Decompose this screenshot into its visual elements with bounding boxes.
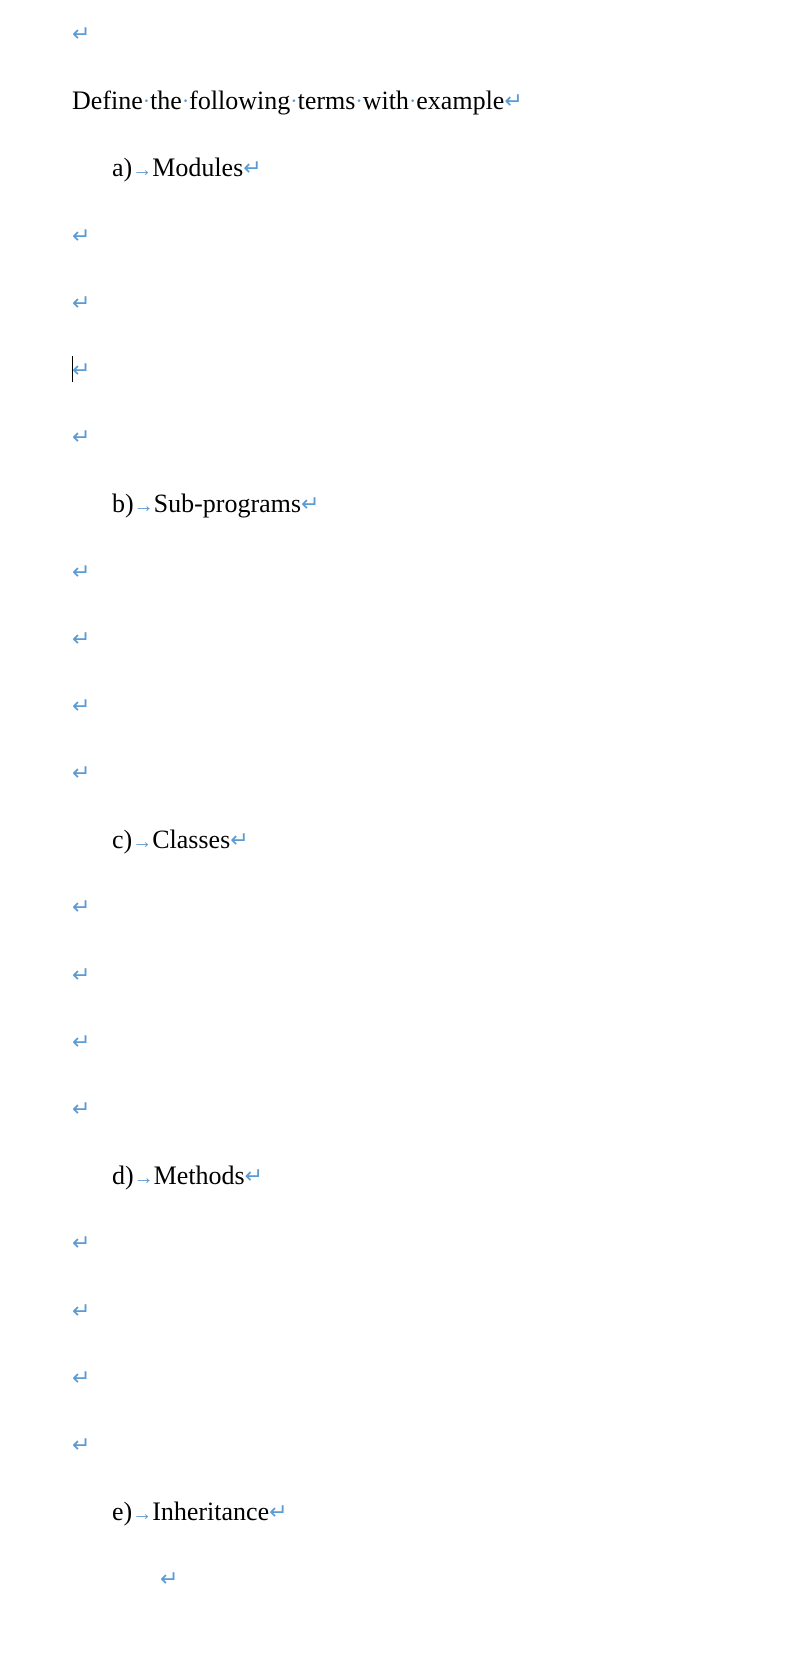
document-page: ↵ Define·the·following·terms·with·exampl… (0, 0, 800, 1653)
paragraph-empty: ↵ (0, 672, 800, 739)
item-text: Methods (154, 1161, 245, 1190)
pilcrow-icon: ↵ (72, 223, 90, 248)
paragraph-empty: ↵ (0, 1344, 800, 1411)
space-dot-icon: · (182, 88, 189, 113)
space-dot-icon: · (290, 88, 297, 113)
pilcrow-icon: ↵ (504, 88, 522, 113)
paragraph-with-cursor[interactable]: ↵ (0, 336, 800, 403)
paragraph-empty: ↵ (0, 0, 800, 67)
pilcrow-icon: ↵ (72, 693, 90, 718)
list-item-a[interactable]: a)→Modules↵ (0, 134, 800, 201)
pilcrow-icon: ↵ (72, 1298, 90, 1323)
heading-word: terms (298, 86, 356, 115)
paragraph-empty: ↵ (0, 403, 800, 470)
item-letter: c) (112, 825, 132, 854)
pilcrow-icon: ↵ (72, 1432, 90, 1457)
paragraph-empty: ↵ (0, 1209, 800, 1276)
pilcrow-icon: ↵ (72, 424, 90, 449)
item-text: Modules (152, 153, 243, 182)
pilcrow-icon: ↵ (269, 1499, 287, 1524)
heading-word: example (416, 86, 504, 115)
list-item-b[interactable]: b)→Sub-programs↵ (0, 470, 800, 537)
paragraph-empty: ↵ (0, 1411, 800, 1478)
paragraph-empty: ↵ (0, 941, 800, 1008)
paragraph-empty: ↵ (0, 202, 800, 269)
pilcrow-icon: ↵ (72, 21, 90, 46)
pilcrow-icon: ↵ (230, 827, 248, 852)
pilcrow-icon: ↵ (72, 1230, 90, 1255)
paragraph-empty: ↵ (0, 605, 800, 672)
item-text: Classes (152, 825, 230, 854)
pilcrow-icon: ↵ (245, 1163, 263, 1188)
space-dot-icon: · (409, 88, 416, 113)
paragraph-empty: ↵ (0, 739, 800, 806)
heading-word: the (150, 86, 182, 115)
list-item-e[interactable]: e)→Inheritance↵ (0, 1478, 800, 1545)
paragraph-empty: ↵ (0, 538, 800, 605)
list-item-c[interactable]: c)→Classes↵ (0, 806, 800, 873)
item-letter: e) (112, 1497, 132, 1526)
pilcrow-icon: ↵ (72, 1096, 90, 1121)
heading-line[interactable]: Define·the·following·terms·with·example↵ (0, 67, 800, 134)
pilcrow-icon: ↵ (72, 1029, 90, 1054)
pilcrow-icon: ↵ (301, 491, 319, 516)
paragraph-empty: ↵ (0, 1277, 800, 1344)
pilcrow-icon: ↵ (160, 1566, 178, 1591)
heading-word: Define (72, 86, 143, 115)
item-letter: d) (112, 1161, 134, 1190)
list-item-d[interactable]: d)→Methods↵ (0, 1142, 800, 1209)
heading-word: with (363, 86, 409, 115)
paragraph-empty: ↵ (0, 1008, 800, 1075)
pilcrow-icon: ↵ (72, 559, 90, 584)
pilcrow-icon: ↵ (72, 962, 90, 987)
pilcrow-icon: ↵ (72, 357, 90, 382)
pilcrow-icon: ↵ (72, 626, 90, 651)
paragraph-empty: ↵ (0, 269, 800, 336)
tab-icon: → (134, 1167, 154, 1189)
tab-icon: → (132, 831, 152, 853)
tab-icon: → (132, 159, 152, 181)
pilcrow-icon: ↵ (243, 155, 261, 180)
item-text: Inheritance (152, 1497, 269, 1526)
pilcrow-icon: ↵ (72, 894, 90, 919)
item-letter: a) (112, 153, 132, 182)
item-letter: b) (112, 489, 134, 518)
pilcrow-icon: ↵ (72, 760, 90, 785)
tab-icon: → (132, 1503, 152, 1525)
heading-word: following (189, 86, 290, 115)
paragraph-empty: ↵ (0, 873, 800, 940)
paragraph-empty: ↵ (0, 1075, 800, 1142)
item-text: Sub-programs (154, 489, 301, 518)
space-dot-icon: · (143, 88, 150, 113)
pilcrow-icon: ↵ (72, 290, 90, 315)
paragraph-empty-indented: ↵ (0, 1545, 800, 1612)
pilcrow-icon: ↵ (72, 1365, 90, 1390)
space-dot-icon: · (355, 88, 362, 113)
tab-icon: → (134, 495, 154, 517)
